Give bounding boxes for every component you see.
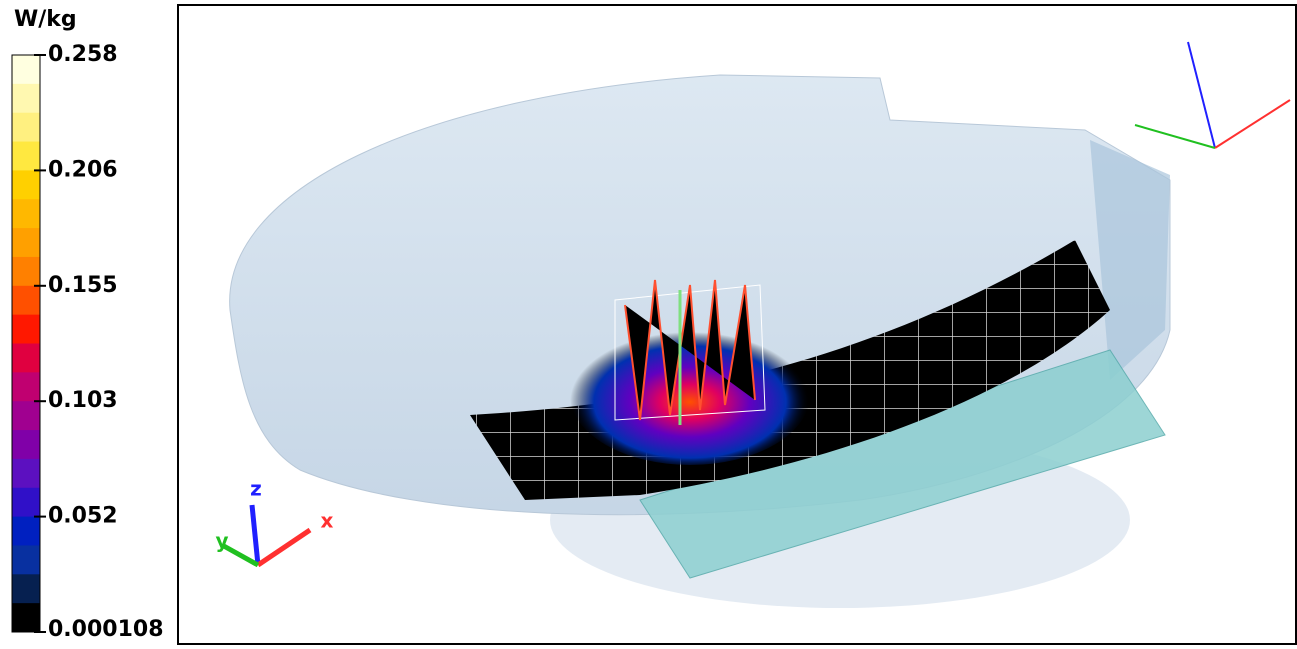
view-z — [1187, 41, 1216, 149]
colorbar-segment — [12, 83, 40, 114]
scene — [229, 74, 1171, 608]
colorbar-segment — [12, 343, 40, 373]
colorbar-segment — [12, 487, 40, 518]
colorbar — [11, 54, 41, 633]
colorbar-segment — [12, 314, 40, 344]
colorbar-segment — [12, 199, 40, 229]
shell-edge — [1090, 140, 1170, 380]
colorbar-segment — [12, 55, 40, 85]
y-label: y — [215, 529, 228, 553]
colorbar-segment — [12, 228, 40, 258]
colorbar-label: 0.155 — [48, 273, 118, 298]
colorbar-segment — [12, 112, 40, 143]
z-axis — [249, 504, 261, 566]
colorbar-label: 0.052 — [48, 504, 118, 529]
colorbar-unit: W/kg — [14, 7, 77, 32]
colorbar-segment — [12, 574, 40, 604]
zoom-spikes — [624, 279, 756, 421]
colorbar-segment — [12, 401, 40, 431]
colorbar-segment — [12, 545, 40, 575]
colorbar-frame — [11, 54, 41, 633]
colorbar-segment — [12, 256, 40, 287]
y-axis — [220, 542, 260, 568]
colorbar-label: 0.206 — [48, 157, 118, 182]
view-x — [1214, 99, 1291, 149]
colorbar-segment — [12, 372, 40, 402]
x-label: x — [321, 509, 334, 533]
z-label: z — [250, 477, 262, 501]
view-triad — [1134, 41, 1291, 149]
view-y — [1134, 124, 1216, 149]
colorbar-segment — [12, 458, 40, 489]
colorbar-segment — [12, 170, 40, 200]
colorbar-label: 0.103 — [48, 388, 118, 413]
colorbar-segment — [12, 430, 40, 460]
x-axis — [256, 527, 312, 568]
colorbar-label: 0.258 — [48, 42, 118, 67]
zoom-box — [614, 284, 766, 421]
colorbar-label: 0.000108 — [48, 617, 164, 642]
colorbar-segment — [12, 603, 40, 633]
colorbar-segment — [12, 516, 40, 546]
colorbar-segment — [12, 285, 40, 316]
axes-triad: z x y — [215, 477, 334, 568]
colorbar-segment — [12, 141, 40, 171]
colorbar-labels: 0.258 0.206 0.155 0.103 0.052 0.000108 — [34, 42, 164, 642]
